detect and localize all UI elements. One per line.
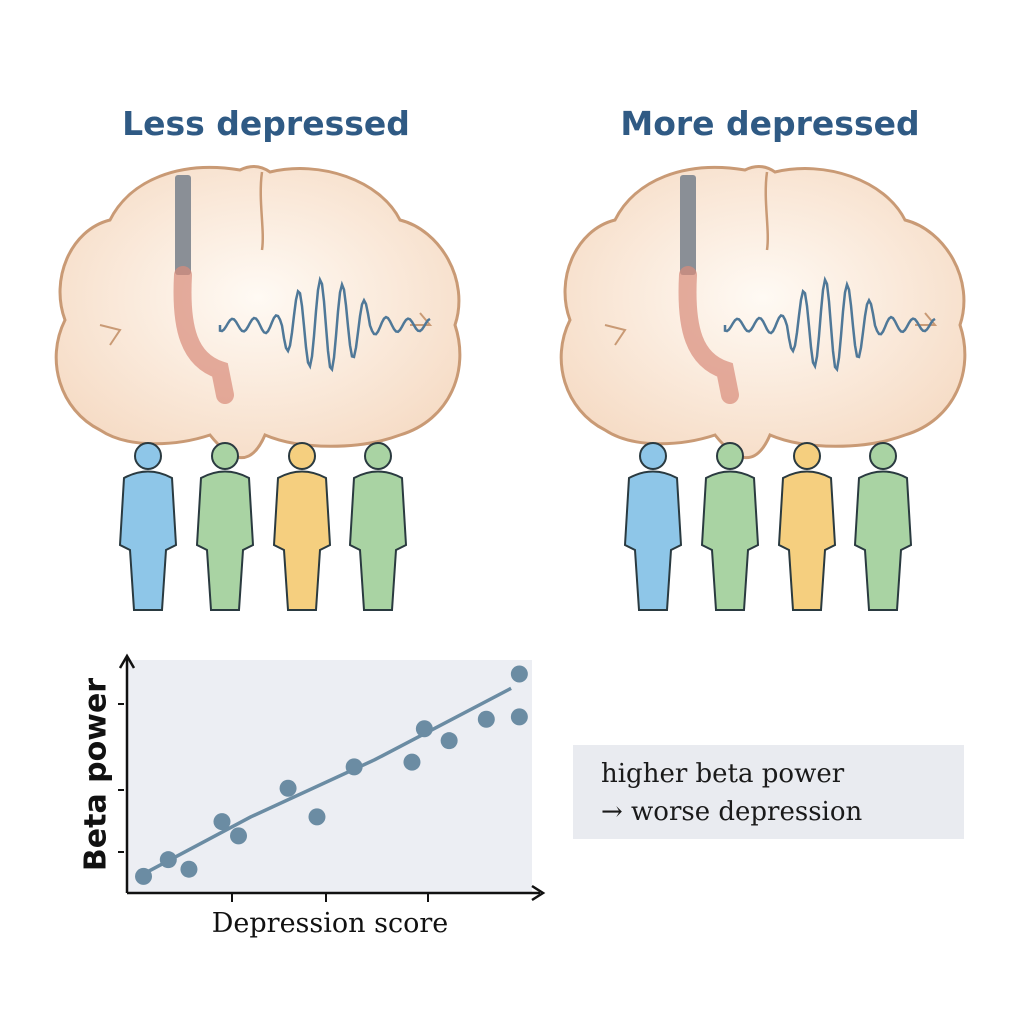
data-point xyxy=(308,808,326,826)
beta-oscillation-wave xyxy=(218,275,431,373)
person-figure xyxy=(853,442,913,611)
person-figure xyxy=(348,442,408,611)
trend-line xyxy=(142,686,512,876)
brain-panel-more xyxy=(545,160,985,620)
data-point xyxy=(279,779,297,797)
electrode-probe xyxy=(175,175,191,275)
data-point xyxy=(510,665,528,683)
panel-title-less: Less depressed xyxy=(122,104,410,143)
person-figure xyxy=(272,442,332,611)
data-point xyxy=(345,758,363,776)
person-figure xyxy=(623,442,683,611)
electrode-probe xyxy=(680,175,696,275)
data-point xyxy=(510,708,528,726)
person-figure xyxy=(195,442,255,611)
data-point xyxy=(213,813,231,831)
y-axis-label: Beta power xyxy=(78,677,114,872)
data-point xyxy=(159,851,177,869)
data-point xyxy=(135,867,153,885)
x-axis-label: Depression score xyxy=(211,908,449,939)
data-point xyxy=(230,827,248,845)
brain xyxy=(559,165,967,459)
y-axis-arrow xyxy=(118,653,136,669)
conclusion-callout: higher beta power → worse depression xyxy=(573,745,964,839)
data-point xyxy=(403,753,421,771)
person-figure xyxy=(118,442,178,611)
plot-area xyxy=(127,660,532,893)
callout-line-1: higher beta power xyxy=(601,759,845,789)
person-figure xyxy=(700,442,760,611)
person-figure xyxy=(777,442,837,611)
beta-oscillation-wave xyxy=(723,275,936,373)
data-point xyxy=(440,732,458,750)
x-axis-arrow xyxy=(531,884,546,902)
brain-panel-less xyxy=(40,160,480,620)
callout-line-2: → worse depression xyxy=(601,797,863,827)
brain xyxy=(54,165,462,459)
panel-title-more: More depressed xyxy=(620,104,920,143)
data-point xyxy=(180,860,198,878)
data-point xyxy=(477,710,495,728)
data-point xyxy=(415,720,433,738)
